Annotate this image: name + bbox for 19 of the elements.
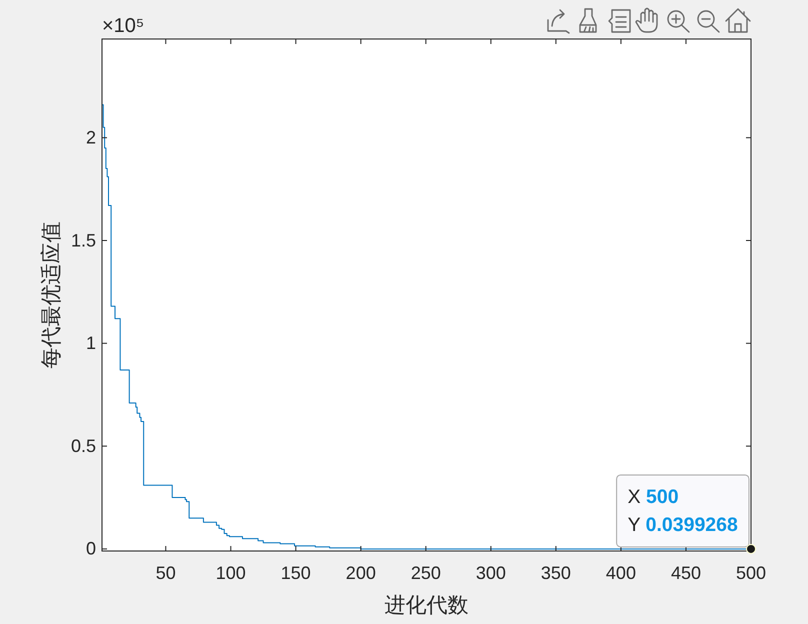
x-tick-label: 100	[216, 562, 246, 583]
x-tick-label: 250	[410, 562, 441, 583]
x-tick-label: 400	[606, 562, 636, 583]
y-tick-label: 0.5	[70, 436, 96, 456]
y-axis-title: 每代最优适应值	[40, 222, 63, 368]
x-tick-label: 350	[540, 562, 571, 583]
x-tick-label: 300	[476, 562, 506, 583]
annotation: X 500 Y 0.0399268	[628, 486, 738, 536]
x-axis-title: 进化代数	[384, 594, 468, 617]
y-tick-label: 0	[86, 538, 96, 559]
y-tick-label: 1.5	[70, 230, 96, 250]
y-tick-label: 1	[86, 333, 96, 354]
x-tick-label: 50	[156, 562, 176, 583]
x-tick-label: 500	[736, 562, 766, 583]
y-tick-label: 2	[86, 127, 96, 148]
x-tick-label: 450	[670, 562, 701, 583]
text: ×10⁵	[102, 15, 144, 37]
x-tick-label: 150	[280, 562, 311, 583]
x-tick-label: 200	[346, 562, 376, 583]
